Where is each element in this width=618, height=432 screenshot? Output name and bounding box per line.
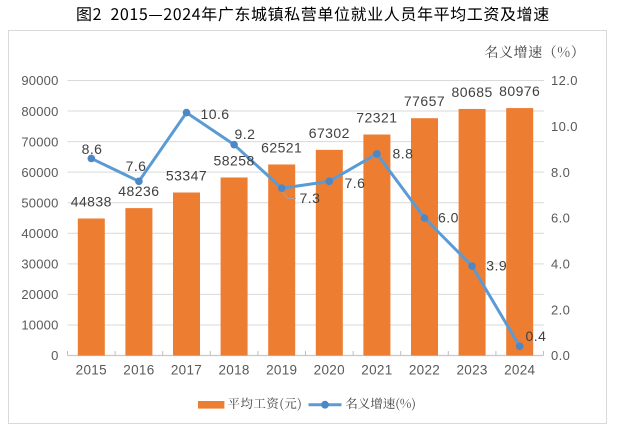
svg-text:7.6: 7.6 <box>345 175 366 191</box>
svg-text:8.6: 8.6 <box>82 141 103 157</box>
svg-text:2016: 2016 <box>123 363 154 378</box>
svg-text:0: 0 <box>51 348 58 363</box>
svg-text:8.8: 8.8 <box>393 146 414 162</box>
svg-text:72321: 72321 <box>356 110 397 126</box>
svg-text:20000: 20000 <box>21 287 58 302</box>
svg-text:8.0: 8.0 <box>551 165 570 180</box>
svg-text:80000: 80000 <box>21 104 58 119</box>
svg-text:77657: 77657 <box>404 93 445 109</box>
svg-text:48236: 48236 <box>118 183 159 199</box>
svg-text:3.9: 3.9 <box>486 258 507 274</box>
svg-text:2017: 2017 <box>171 363 202 378</box>
svg-text:2020: 2020 <box>314 363 345 378</box>
svg-text:7.3: 7.3 <box>300 190 321 206</box>
svg-text:0.4: 0.4 <box>526 328 547 344</box>
svg-text:6.0: 6.0 <box>438 210 459 226</box>
svg-text:53347: 53347 <box>166 168 207 184</box>
svg-text:80976: 80976 <box>499 83 540 99</box>
svg-text:58258: 58258 <box>214 152 255 168</box>
svg-text:90000: 90000 <box>21 73 58 88</box>
svg-text:50000: 50000 <box>21 195 58 210</box>
svg-text:2024: 2024 <box>504 363 535 378</box>
svg-text:80685: 80685 <box>452 84 493 100</box>
svg-text:12.0: 12.0 <box>551 73 578 88</box>
svg-text:2.0: 2.0 <box>551 302 570 317</box>
svg-text:67302: 67302 <box>309 125 350 141</box>
svg-text:62521: 62521 <box>261 139 302 155</box>
svg-text:2019: 2019 <box>266 363 297 378</box>
svg-text:10.0: 10.0 <box>551 119 578 134</box>
svg-text:44838: 44838 <box>71 194 112 210</box>
svg-text:30000: 30000 <box>21 257 58 272</box>
svg-text:10000: 10000 <box>21 318 58 333</box>
svg-text:0.0: 0.0 <box>551 348 570 363</box>
svg-text:7.6: 7.6 <box>126 158 147 174</box>
svg-text:4.0: 4.0 <box>551 257 570 272</box>
svg-text:70000: 70000 <box>21 134 58 149</box>
svg-text:2022: 2022 <box>409 363 440 378</box>
svg-text:9.2: 9.2 <box>235 126 256 142</box>
svg-text:2021: 2021 <box>361 363 392 378</box>
svg-text:2018: 2018 <box>218 363 249 378</box>
svg-text:10.6: 10.6 <box>201 106 230 122</box>
svg-text:6.0: 6.0 <box>551 211 570 226</box>
svg-text:40000: 40000 <box>21 226 58 241</box>
svg-text:2023: 2023 <box>456 363 487 378</box>
svg-text:2015: 2015 <box>76 363 107 378</box>
svg-text:60000: 60000 <box>21 165 58 180</box>
